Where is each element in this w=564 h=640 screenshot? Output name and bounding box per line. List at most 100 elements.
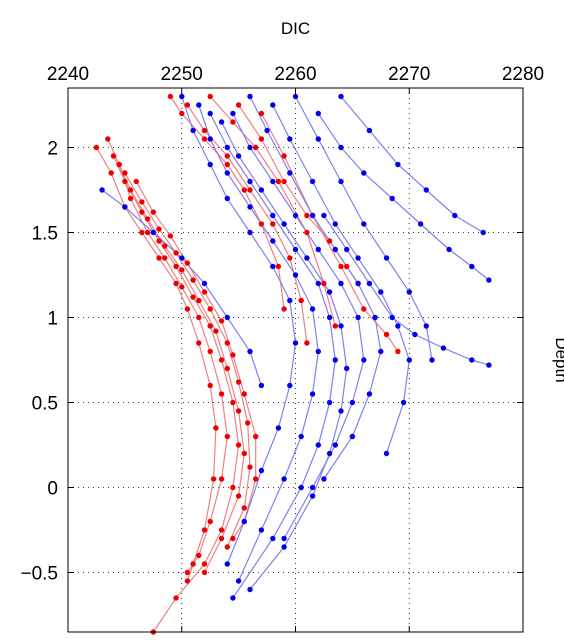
red-data-point: [116, 161, 122, 168]
red-data-point: [218, 535, 225, 542]
red-data-point: [190, 561, 196, 567]
blue-data-point: [366, 391, 373, 397]
blue-data-point: [406, 357, 412, 363]
blue-data-point: [258, 527, 265, 533]
blue-data-point: [281, 221, 287, 227]
red-data-point: [230, 484, 236, 491]
red-data-point: [179, 267, 185, 273]
series-markers: [93, 93, 492, 635]
axis-ticks: 2240 2250 2260 2270 2280 −0.5 0 0.5 1 1.5 2: [20, 64, 544, 632]
red-data-point: [196, 314, 202, 321]
blue-data-point: [486, 277, 492, 283]
blue-data-point: [224, 561, 230, 567]
red-data-point: [179, 110, 185, 117]
red-data-point: [338, 263, 344, 270]
blue-data-point: [281, 544, 287, 550]
blue-data-point: [389, 314, 395, 321]
blue-data-point: [247, 178, 253, 185]
red-data-point: [245, 420, 251, 426]
red-data-point: [201, 569, 208, 576]
blue-data-point: [292, 246, 299, 253]
blue-data-point: [349, 433, 356, 440]
red-data-point: [304, 340, 310, 346]
red-data-point: [139, 199, 145, 205]
red-data-point: [207, 382, 213, 389]
blue-data-point: [298, 433, 304, 440]
blue-data-point: [406, 289, 412, 295]
red-data-point: [218, 391, 225, 397]
blue-data-point: [309, 391, 316, 397]
y-tick-label: 1: [47, 309, 58, 330]
blue-data-point: [281, 476, 287, 482]
red-data-point: [110, 153, 117, 159]
blue-data-point: [309, 178, 316, 185]
red-data-point: [173, 250, 179, 256]
blue-data-point: [292, 212, 299, 219]
red-data-point: [361, 306, 367, 312]
red-data-point: [210, 476, 217, 482]
blue-series-line: [101, 189, 262, 386]
red-data-point: [139, 209, 145, 215]
red-series-line: [124, 172, 251, 548]
blue-data-point: [378, 348, 384, 355]
blue-data-point: [383, 450, 390, 457]
blue-data-point: [315, 246, 321, 253]
blue-data-point: [224, 195, 230, 202]
red-data-point: [156, 238, 162, 244]
y-tick-label: 2: [47, 139, 58, 160]
red-data-point: [235, 102, 242, 108]
blue-data-point: [321, 212, 327, 219]
blue-series-line: [340, 96, 484, 234]
blue-data-point: [326, 289, 333, 295]
blue-data-point: [207, 110, 213, 117]
red-data-point: [270, 221, 276, 227]
red-data-point: [122, 178, 128, 185]
red-data-point: [207, 323, 213, 329]
red-data-point: [207, 93, 213, 100]
blue-data-point: [201, 280, 208, 287]
red-data-point: [241, 505, 247, 511]
blue-data-point: [326, 399, 333, 406]
red-data-point: [184, 260, 191, 266]
red-data-point: [184, 102, 191, 108]
blue-data-point: [429, 357, 435, 363]
blue-data-point: [287, 382, 293, 389]
blue-data-point: [338, 408, 344, 414]
blue-data-point: [247, 204, 253, 210]
blue-data-point: [338, 178, 344, 185]
red-data-point: [235, 408, 242, 414]
red-data-point: [207, 348, 213, 355]
data-series: [93, 93, 492, 635]
red-data-point: [321, 280, 327, 287]
blue-data-point: [287, 170, 293, 176]
blue-data-point: [292, 272, 299, 278]
x-axis-title: DIC: [281, 19, 310, 38]
blue-data-point: [417, 221, 424, 227]
blue-data-point: [196, 102, 202, 108]
blue-data-point: [315, 442, 321, 448]
blue-data-point: [122, 204, 128, 210]
red-data-point: [230, 352, 236, 358]
red-data-point: [235, 379, 242, 385]
blue-data-point: [241, 518, 247, 525]
blue-series-line: [317, 113, 490, 281]
red-data-point: [144, 229, 151, 236]
blue-data-point: [309, 484, 316, 491]
red-data-point: [224, 433, 230, 440]
blue-data-point: [344, 246, 350, 253]
red-data-point: [133, 178, 139, 185]
red-data-point: [173, 280, 179, 287]
red-data-point: [127, 187, 134, 193]
blue-data-point: [224, 170, 230, 176]
red-data-point: [230, 399, 236, 406]
red-data-point: [344, 263, 350, 270]
blue-data-point: [247, 144, 253, 151]
red-data-point: [105, 136, 111, 142]
blue-data-point: [349, 399, 356, 406]
blue-data-point: [304, 255, 310, 261]
blue-data-point: [338, 93, 344, 100]
blue-data-point: [344, 365, 350, 372]
blue-data-point: [446, 246, 452, 253]
red-data-point: [224, 161, 230, 168]
blue-data-point: [338, 323, 344, 329]
